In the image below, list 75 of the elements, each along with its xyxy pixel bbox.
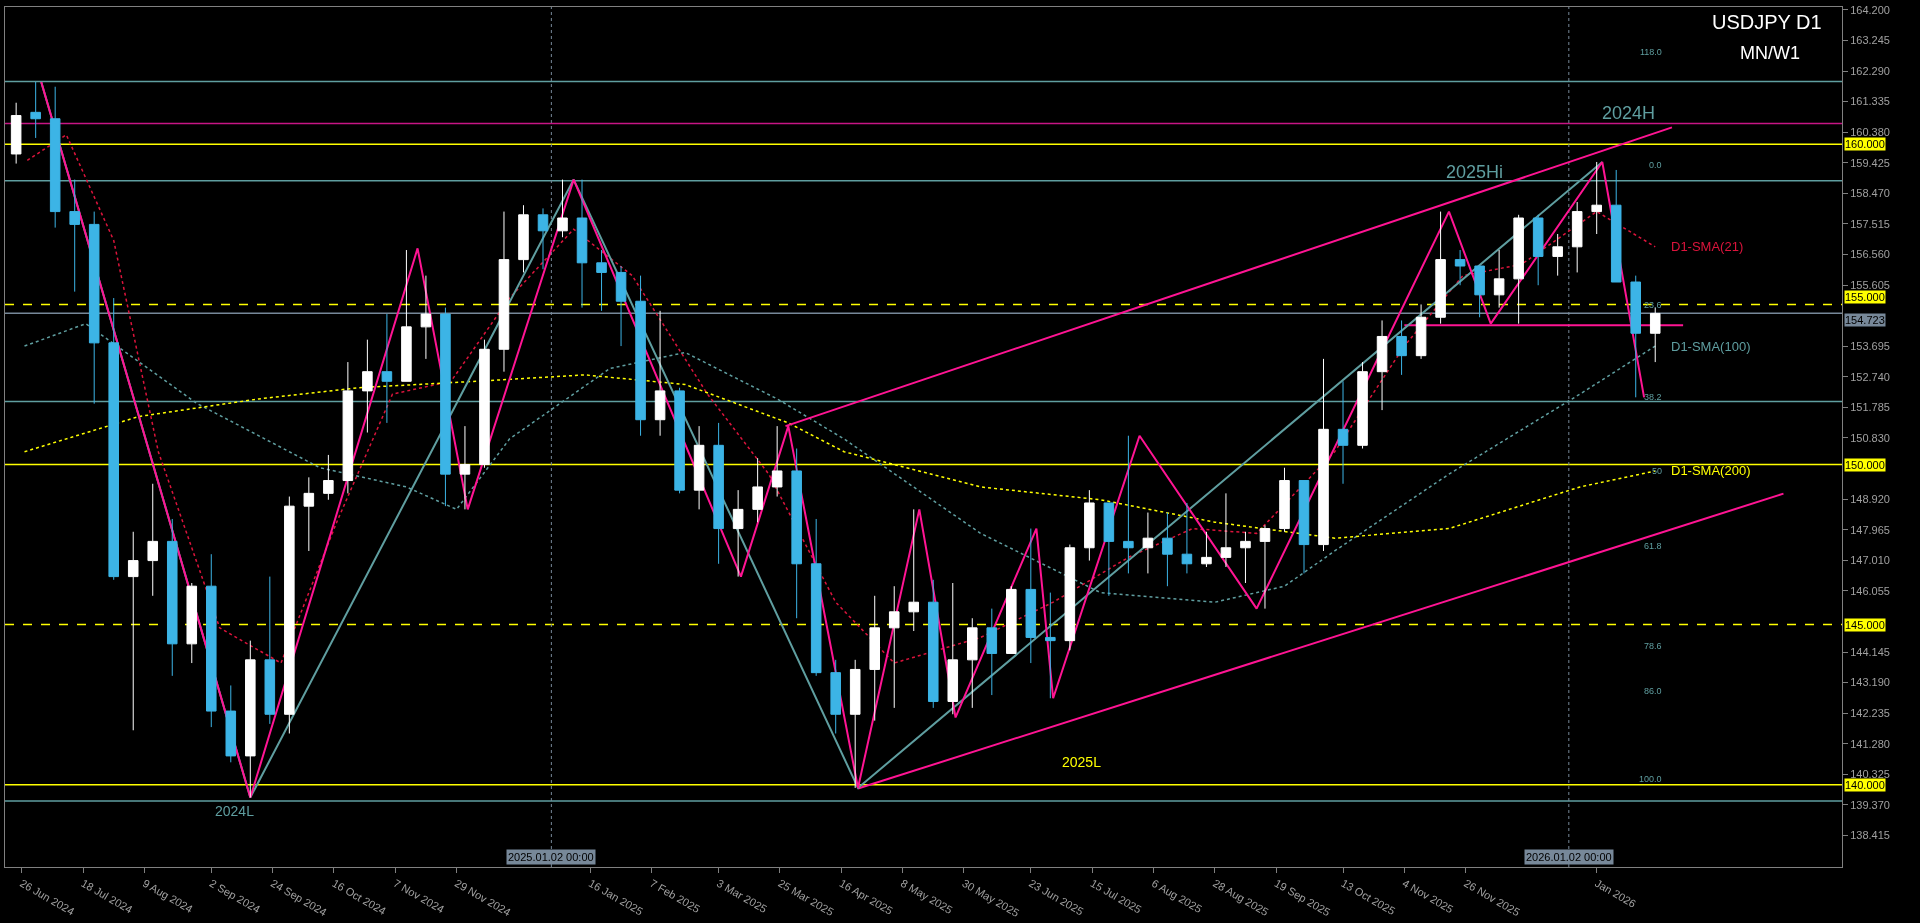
annotation: 2025L <box>1062 754 1102 770</box>
x-tick-label: 6 Aug 2025 <box>1149 876 1204 916</box>
x-tick-label: 4 Nov 2025 <box>1400 876 1456 916</box>
x-tick-label: 16 Jan 2025 <box>586 876 646 918</box>
y-tick-label: 159.425 <box>1850 156 1890 169</box>
annotation: 78.6 <box>1644 641 1662 651</box>
annotation: 0.0 <box>1649 160 1662 170</box>
y-tick-label: 144.145 <box>1850 645 1890 658</box>
x-tick-label: 26 Jun 2024 <box>17 876 77 918</box>
x-tick-label: 9 Aug 2024 <box>140 876 195 916</box>
y-tick-label: 140.325 <box>1850 768 1890 781</box>
x-tick-label: 7 Feb 2025 <box>647 876 703 916</box>
ref-line-label: 155.000 <box>1845 291 1885 303</box>
x-tick-label: 25 Mar 2025 <box>776 876 836 919</box>
x-tick-label: 28 Aug 2025 <box>1211 876 1271 919</box>
y-tick-label: 148.920 <box>1850 492 1890 505</box>
x-tick-label: 23 Jun 2025 <box>1027 876 1086 918</box>
annotation: 50 <box>1652 466 1663 476</box>
ref-line-label: 2026.01.02 00:00 <box>1526 851 1612 863</box>
x-tick-label: 18 Jul 2024 <box>79 876 135 916</box>
y-tick-label: 143.190 <box>1850 676 1890 689</box>
y-tick-label: 153.695 <box>1850 340 1890 353</box>
y-tick-label: 138.415 <box>1850 829 1890 842</box>
x-tick-label: 30 May 2025 <box>960 876 1022 919</box>
y-tick-label: 139.370 <box>1850 798 1890 811</box>
annotation: 61.8 <box>1644 541 1662 551</box>
ref-line-label: 150.000 <box>1845 459 1885 471</box>
x-tick-label: 29 Nov 2024 <box>452 876 513 919</box>
series-label: D1-SMA(21) <box>1671 239 1744 254</box>
x-tick-label: 26 Nov 2025 <box>1461 876 1522 919</box>
y-tick-label: 157.515 <box>1850 217 1890 230</box>
series-label: D1-SMA(100) <box>1671 339 1751 354</box>
annotation: 2024H <box>1602 103 1656 123</box>
ref-line-label: 2025.01.02 00:00 <box>508 851 594 863</box>
ref-line-label: 145.000 <box>1845 619 1885 631</box>
y-tick-label: 147.010 <box>1850 554 1890 567</box>
y-tick-label: 155.605 <box>1850 278 1890 291</box>
y-tick-label: 142.235 <box>1850 707 1890 719</box>
y-tick-label: 164.200 <box>1850 3 1890 16</box>
x-tick-label: 15 Jul 2025 <box>1088 876 1144 916</box>
x-tick-label: 2 Sep 2024 <box>207 876 263 916</box>
annotation: 118.0 <box>1640 47 1662 57</box>
y-tick-label: 146.055 <box>1850 584 1890 597</box>
x-tick-label: 13 Oct 2025 <box>1339 876 1398 918</box>
x-tick-label: 16 Oct 2024 <box>330 876 389 918</box>
x-tick-label: 16 Apr 2025 <box>837 876 895 917</box>
y-tick-label: 162.290 <box>1850 64 1890 77</box>
y-tick-label: 141.280 <box>1850 737 1890 750</box>
annotation: 100.0 <box>1639 774 1662 784</box>
annotation: 2025Hi <box>1446 162 1504 182</box>
ref-line-label: 140.000 <box>1845 779 1885 791</box>
y-tick-label: 152.740 <box>1850 370 1890 383</box>
y-tick-label: 151.785 <box>1850 401 1890 414</box>
ref-line-label: 154.723 <box>1845 314 1885 326</box>
y-tick-label: 158.470 <box>1850 187 1890 200</box>
annotation: 23.6 <box>1644 300 1662 310</box>
ref-line-label: 160.000 <box>1845 138 1885 150</box>
annotation: 86.0 <box>1644 686 1662 696</box>
x-tick-label: 3 Mar 2025 <box>714 876 770 916</box>
x-tick-label: 19 Sep 2025 <box>1272 876 1333 919</box>
annotation: 2024L <box>215 803 255 819</box>
text: MN/W1 <box>1740 43 1800 63</box>
x-tick-label: 8 May 2025 <box>898 876 955 916</box>
y-tick-label: 147.965 <box>1850 523 1890 536</box>
y-tick-label: 163.245 <box>1850 34 1890 47</box>
y-tick-label: 156.560 <box>1850 248 1890 261</box>
x-tick-label: 7 Nov 2024 <box>391 876 447 916</box>
y-tick-label: 150.830 <box>1850 431 1890 444</box>
annotation: 38.2 <box>1644 392 1662 402</box>
y-tick-label: 160.380 <box>1850 126 1890 139</box>
series-label: D1-SMA(200) <box>1671 463 1751 478</box>
y-tick-label: 161.335 <box>1850 95 1890 108</box>
chart-title: USDJPY D1 <box>1712 11 1822 33</box>
x-tick-label: Jan 2026 <box>1592 876 1639 910</box>
x-tick-label: 24 Sep 2024 <box>268 876 329 919</box>
